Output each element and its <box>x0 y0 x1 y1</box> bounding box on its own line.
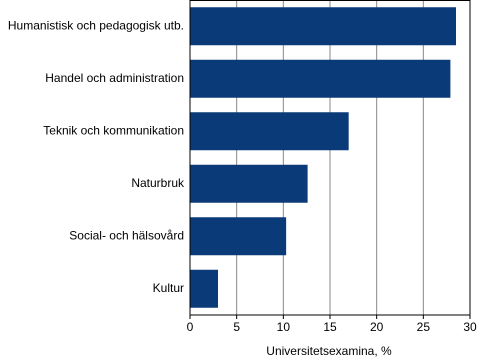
x-tick-label: 10 <box>277 320 291 334</box>
x-axis-title: Universitetsexamina, % <box>266 344 392 358</box>
x-tick-label: 15 <box>323 320 337 334</box>
y-tick-label: Humanistisk och pedagogisk utb. <box>8 18 184 32</box>
x-tick-label: 30 <box>463 320 477 334</box>
x-tick-label: 25 <box>417 320 431 334</box>
y-tick-label: Teknik och kommunikation <box>43 123 184 137</box>
bar <box>190 269 218 308</box>
x-tick-label: 5 <box>233 320 240 334</box>
x-tick-label: 0 <box>187 320 194 334</box>
plot-frame <box>189 0 471 316</box>
bar <box>190 7 456 46</box>
y-tick-label: Kultur <box>153 281 184 295</box>
bar <box>190 164 308 203</box>
bar <box>190 59 451 98</box>
bar <box>190 217 287 256</box>
x-tick-label: 20 <box>370 320 384 334</box>
y-tick-label: Handel och administration <box>45 71 184 85</box>
bar <box>190 112 349 151</box>
y-tick-label: Naturbruk <box>131 176 185 190</box>
y-tick-label: Social- och hälsovård <box>69 228 184 242</box>
